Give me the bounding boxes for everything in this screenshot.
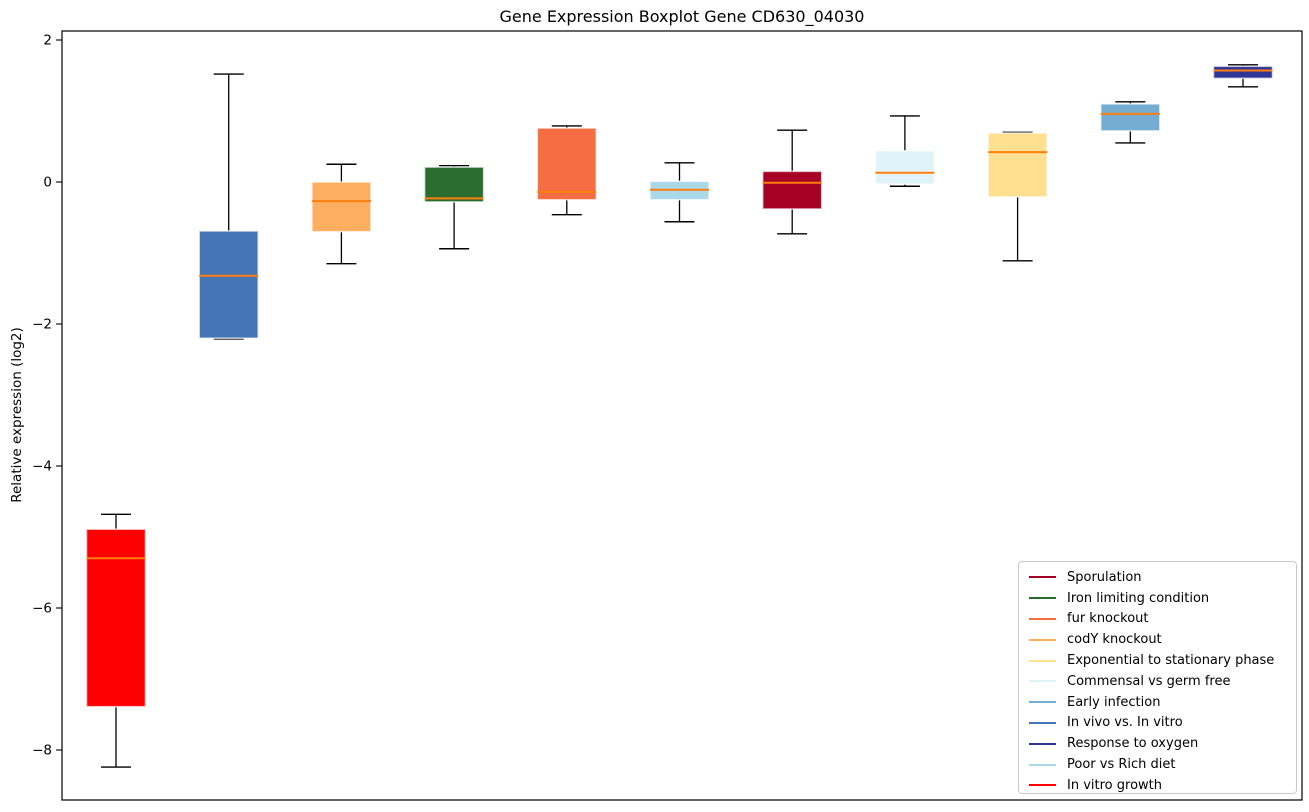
box-group-1: In vivo vs. In vitro bbox=[198, 73, 259, 340]
box bbox=[423, 166, 485, 203]
y-tick-label: 2 bbox=[43, 33, 52, 49]
box-group-6: Sporulation bbox=[761, 129, 823, 235]
legend-label: codY knockout bbox=[1067, 632, 1162, 648]
legend-label: fur knockout bbox=[1067, 611, 1149, 627]
box-group-3: Iron limiting condition bbox=[423, 164, 485, 250]
axes-frame bbox=[61, 30, 1303, 801]
legend-line-swatch bbox=[1029, 576, 1056, 579]
legend-label: In vivo vs. In vitro bbox=[1067, 715, 1183, 731]
y-tick-label: −8 bbox=[32, 743, 52, 759]
y-tick-label: −2 bbox=[32, 317, 52, 333]
legend-line-swatch bbox=[1029, 680, 1056, 683]
y-tick-label: −4 bbox=[32, 459, 52, 475]
legend-item: In vivo vs. In vitro bbox=[1029, 713, 1296, 734]
legend-label: Response to oxygen bbox=[1067, 736, 1199, 752]
legend-line-swatch bbox=[1029, 763, 1056, 766]
box bbox=[311, 181, 372, 233]
legend-line-swatch bbox=[1029, 617, 1056, 620]
legend-item: Early infection bbox=[1029, 692, 1296, 713]
y-tick-label: 0 bbox=[43, 175, 52, 191]
legend-line-swatch bbox=[1029, 742, 1056, 745]
legend: Sporulation Iron limiting condition fur kn… bbox=[1018, 561, 1297, 794]
legend-line-swatch bbox=[1029, 701, 1056, 704]
box bbox=[85, 528, 147, 708]
box bbox=[1100, 103, 1161, 132]
legend-label: Commensal vs germ free bbox=[1067, 673, 1231, 689]
box-group-9: Early infection bbox=[1100, 101, 1161, 144]
box-group-4: fur knockout bbox=[536, 125, 598, 216]
legend-line-swatch bbox=[1029, 721, 1056, 724]
box-group-5: Poor vs Rich diet bbox=[649, 162, 710, 223]
chart-title: Gene Expression Boxplot Gene CD630_04030 bbox=[499, 7, 865, 26]
box bbox=[874, 149, 936, 185]
legend-line-swatch bbox=[1029, 659, 1056, 662]
legend-item: Commensal vs germ free bbox=[1029, 671, 1296, 692]
legend-label: Exponential to stationary phase bbox=[1067, 653, 1275, 669]
legend-label: In vitro growth bbox=[1067, 777, 1162, 793]
legend-line-swatch bbox=[1029, 784, 1056, 787]
legend-item: fur knockout bbox=[1029, 609, 1296, 630]
box-group-0: In vitro growth bbox=[85, 513, 147, 768]
box bbox=[198, 230, 259, 340]
legend-item: In vitro growth bbox=[1029, 775, 1296, 796]
box-group-7: Commensal vs germ free bbox=[874, 115, 936, 187]
legend-item: Response to oxygen bbox=[1029, 733, 1296, 754]
legend-item: Iron limiting condition bbox=[1029, 588, 1296, 609]
y-tick-label: −6 bbox=[32, 601, 52, 617]
legend-label: Early infection bbox=[1067, 694, 1161, 710]
legend-line-swatch bbox=[1029, 638, 1056, 641]
legend-line-swatch bbox=[1029, 597, 1056, 600]
box-group-2: codY knockout bbox=[311, 163, 372, 265]
legend-item: Exponential to stationary phase bbox=[1029, 650, 1296, 671]
box bbox=[761, 170, 823, 210]
legend-label: Sporulation bbox=[1067, 569, 1142, 585]
legend-item: Sporulation bbox=[1029, 567, 1296, 588]
box bbox=[987, 132, 1048, 198]
legend-item: Poor vs Rich diet bbox=[1029, 754, 1296, 775]
box bbox=[1212, 65, 1274, 80]
legend-item: codY knockout bbox=[1029, 629, 1296, 650]
box-group-10: Response to oxygen bbox=[1212, 64, 1274, 88]
box-group-8: Exponential to stationary phase bbox=[987, 131, 1048, 262]
box bbox=[536, 127, 598, 201]
legend-label: Iron limiting condition bbox=[1067, 590, 1210, 606]
legend-label: Poor vs Rich diet bbox=[1067, 757, 1176, 773]
